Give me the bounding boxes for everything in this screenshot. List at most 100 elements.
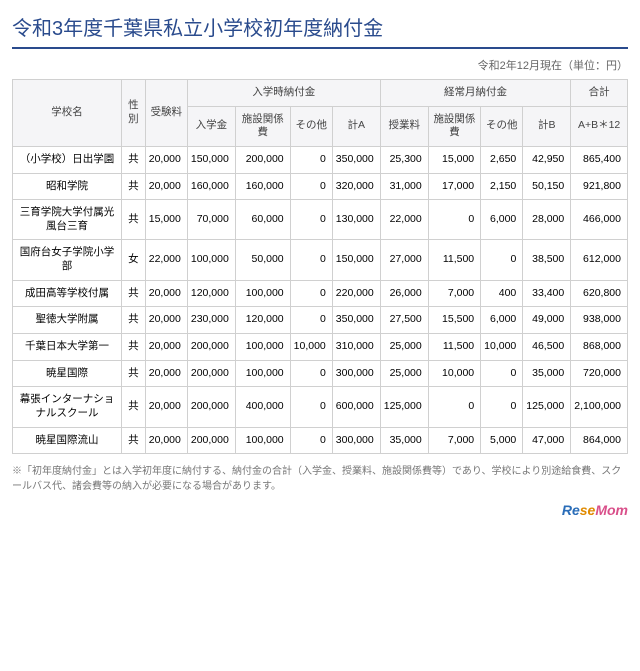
table-row: 国府台女子学院小学部女22,000100,00050,0000150,00027… xyxy=(13,240,628,280)
col-b-tuition: 授業料 xyxy=(380,106,428,146)
cell-b2: 11,500 xyxy=(428,240,480,280)
cell-bsub: 28,000 xyxy=(523,200,571,240)
cell-asub: 350,000 xyxy=(332,307,380,334)
cell-a1: 200,000 xyxy=(187,360,235,387)
cell-b2: 17,000 xyxy=(428,173,480,200)
table-row: 昭和学院共20,000160,000160,0000320,00031,0001… xyxy=(13,173,628,200)
cell-gender: 共 xyxy=(122,427,146,454)
table-row: 成田高等学校付属共20,000120,000100,0000220,00026,… xyxy=(13,280,628,307)
cell-asub: 130,000 xyxy=(332,200,380,240)
col-b-facility: 施設関係費 xyxy=(428,106,480,146)
cell-gender: 共 xyxy=(122,280,146,307)
cell-a1: 70,000 xyxy=(187,200,235,240)
cell-b3: 2,650 xyxy=(481,146,523,173)
cell-b2: 15,000 xyxy=(428,146,480,173)
col-exam-fee: 受験料 xyxy=(145,80,187,147)
cell-exam: 20,000 xyxy=(145,173,187,200)
cell-b3: 5,000 xyxy=(481,427,523,454)
cell-a2: 160,000 xyxy=(235,173,290,200)
col-b-other: その他 xyxy=(481,106,523,146)
cell-exam: 22,000 xyxy=(145,240,187,280)
logo-se: se xyxy=(580,502,596,518)
footnote: ※「初年度納付金」とは入学初年度に納付する、納付金の合計（入学金、授業料、施設関… xyxy=(12,464,628,494)
cell-asub: 350,000 xyxy=(332,146,380,173)
cell-bsub: 33,400 xyxy=(523,280,571,307)
cell-a2: 100,000 xyxy=(235,427,290,454)
col-b-sub: 計B xyxy=(523,106,571,146)
cell-a2: 400,000 xyxy=(235,387,290,427)
table-row: 千葉日本大学第一共20,000200,000100,00010,000310,0… xyxy=(13,334,628,361)
table-row: 幕張インターナショナルスクール共20,000200,000400,0000600… xyxy=(13,387,628,427)
cell-b3: 6,000 xyxy=(481,307,523,334)
cell-name: 千葉日本大学第一 xyxy=(13,334,122,361)
cell-a1: 200,000 xyxy=(187,427,235,454)
cell-b3: 2,150 xyxy=(481,173,523,200)
col-school: 学校名 xyxy=(13,80,122,147)
cell-gender: 共 xyxy=(122,360,146,387)
cell-asub: 300,000 xyxy=(332,427,380,454)
col-total-formula: A+B＊12 xyxy=(571,106,628,146)
cell-asub: 220,000 xyxy=(332,280,380,307)
col-total: 合計 xyxy=(571,80,628,107)
site-logo: ReseMom xyxy=(12,502,628,518)
cell-a3: 0 xyxy=(290,173,332,200)
cell-a1: 230,000 xyxy=(187,307,235,334)
cell-total: 921,800 xyxy=(571,173,628,200)
cell-b1: 27,000 xyxy=(380,240,428,280)
cell-exam: 20,000 xyxy=(145,360,187,387)
cell-total: 620,800 xyxy=(571,280,628,307)
cell-b1: 26,000 xyxy=(380,280,428,307)
cell-a3: 0 xyxy=(290,240,332,280)
table-row: 暁星国際共20,000200,000100,0000300,00025,0001… xyxy=(13,360,628,387)
cell-bsub: 125,000 xyxy=(523,387,571,427)
cell-name: 幕張インターナショナルスクール xyxy=(13,387,122,427)
cell-gender: 共 xyxy=(122,334,146,361)
cell-b1: 125,000 xyxy=(380,387,428,427)
cell-a2: 200,000 xyxy=(235,146,290,173)
cell-a1: 200,000 xyxy=(187,334,235,361)
cell-b3: 0 xyxy=(481,360,523,387)
cell-total: 466,000 xyxy=(571,200,628,240)
cell-gender: 共 xyxy=(122,307,146,334)
cell-b1: 31,000 xyxy=(380,173,428,200)
cell-a3: 0 xyxy=(290,146,332,173)
cell-bsub: 38,500 xyxy=(523,240,571,280)
cell-total: 2,100,000 xyxy=(571,387,628,427)
cell-a2: 100,000 xyxy=(235,360,290,387)
cell-a3: 0 xyxy=(290,280,332,307)
cell-name: （小学校）日出学園 xyxy=(13,146,122,173)
cell-total: 865,400 xyxy=(571,146,628,173)
cell-b3: 0 xyxy=(481,240,523,280)
cell-gender: 共 xyxy=(122,173,146,200)
col-a-other: その他 xyxy=(290,106,332,146)
cell-name: 成田高等学校付属 xyxy=(13,280,122,307)
cell-a1: 200,000 xyxy=(187,387,235,427)
cell-b2: 7,000 xyxy=(428,427,480,454)
cell-exam: 20,000 xyxy=(145,307,187,334)
cell-exam: 15,000 xyxy=(145,200,187,240)
cell-a2: 100,000 xyxy=(235,280,290,307)
cell-bsub: 35,000 xyxy=(523,360,571,387)
date-unit-note: 令和2年12月現在（単位：円） xyxy=(12,57,628,73)
cell-a3: 10,000 xyxy=(290,334,332,361)
logo-mom: Mom xyxy=(595,502,628,518)
col-group-b: 経常月納付金 xyxy=(380,80,571,107)
cell-b1: 25,300 xyxy=(380,146,428,173)
cell-asub: 320,000 xyxy=(332,173,380,200)
cell-a3: 0 xyxy=(290,307,332,334)
cell-asub: 600,000 xyxy=(332,387,380,427)
cell-b2: 11,500 xyxy=(428,334,480,361)
cell-a1: 150,000 xyxy=(187,146,235,173)
cell-b1: 22,000 xyxy=(380,200,428,240)
cell-asub: 300,000 xyxy=(332,360,380,387)
cell-a2: 120,000 xyxy=(235,307,290,334)
cell-bsub: 50,150 xyxy=(523,173,571,200)
cell-a1: 120,000 xyxy=(187,280,235,307)
cell-a1: 160,000 xyxy=(187,173,235,200)
cell-name: 暁星国際 xyxy=(13,360,122,387)
cell-b3: 400 xyxy=(481,280,523,307)
cell-b2: 10,000 xyxy=(428,360,480,387)
col-group-a: 入学時納付金 xyxy=(187,80,380,107)
cell-bsub: 42,950 xyxy=(523,146,571,173)
cell-name: 三育学院大学付属光風台三育 xyxy=(13,200,122,240)
